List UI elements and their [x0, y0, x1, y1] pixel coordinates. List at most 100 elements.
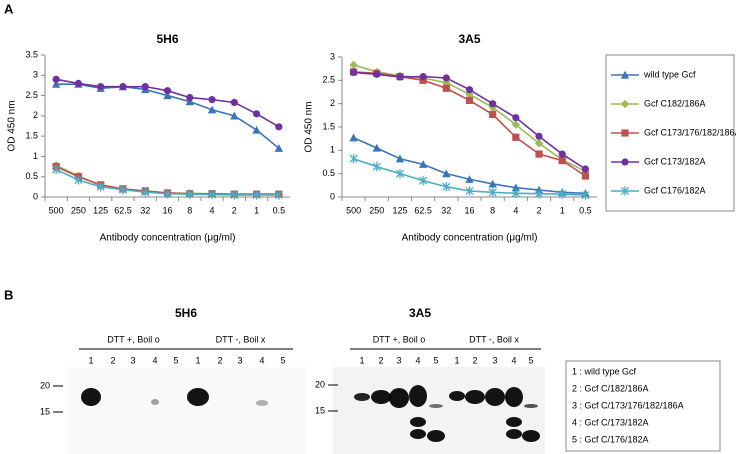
data-point — [185, 97, 194, 106]
data-point — [252, 125, 261, 134]
mw-marker: 20 — [315, 379, 325, 389]
blot-band — [256, 400, 268, 406]
legend-label: Gcf C176/182A — [644, 185, 706, 195]
lane-number: 4 — [511, 355, 516, 365]
data-point — [141, 83, 149, 91]
data-point — [185, 189, 194, 199]
x-tick-label: 500 — [346, 205, 361, 215]
y-tick-label: 3 — [33, 70, 38, 80]
data-point — [163, 91, 172, 100]
key-entry: 1 : wild type Gcf — [572, 366, 637, 376]
legend-label: Gcf C173/182A — [644, 156, 706, 166]
blot-band — [389, 388, 409, 408]
key-entry: 2 : Gcf C/182/186A — [572, 383, 649, 393]
lane-number: 1 — [88, 355, 93, 365]
legend-label: Gcf C182/186A — [644, 98, 706, 108]
data-point — [558, 189, 567, 199]
blot-band — [449, 391, 465, 401]
data-point — [581, 172, 590, 180]
data-point — [207, 189, 217, 200]
blot-band — [410, 429, 426, 439]
blot-band — [427, 430, 445, 442]
y-tick-label: 1.5 — [25, 131, 38, 141]
group-label: DTT -, Boil x — [216, 334, 266, 344]
lane-number: 5 — [433, 355, 438, 365]
legend-marker — [621, 129, 629, 137]
data-point — [52, 164, 61, 175]
lane-number: 5 — [528, 355, 533, 365]
blot-band — [354, 393, 370, 401]
data-point — [274, 190, 283, 200]
legend-marker — [620, 186, 630, 196]
data-point — [512, 114, 520, 122]
y-tick-label: 1 — [33, 151, 38, 161]
y-axis-label: OD 450 nm — [7, 100, 18, 151]
x-tick-label: 1 — [254, 205, 259, 215]
data-point — [230, 111, 239, 120]
blot-band — [371, 390, 391, 404]
data-point — [96, 182, 105, 192]
x-tick-label: 32 — [441, 205, 451, 215]
lane-number: 2 — [217, 355, 222, 365]
blot-band — [505, 387, 523, 407]
data-point — [349, 154, 358, 164]
data-point — [512, 133, 520, 141]
lane-number: 1 — [195, 355, 200, 365]
data-point — [558, 157, 566, 165]
y-tick-label: 0 — [330, 191, 335, 201]
data-point — [419, 73, 427, 81]
x-tick-label: 500 — [49, 205, 64, 215]
panel-label: B — [4, 287, 13, 302]
data-point — [74, 175, 83, 185]
blot-band — [410, 417, 426, 427]
data-point — [511, 183, 521, 192]
lane-number: 3 — [237, 355, 242, 365]
data-point — [535, 150, 543, 158]
x-tick-label: 16 — [162, 205, 172, 215]
lane-number: 5 — [280, 355, 285, 365]
y-tick-label: 0.5 — [25, 171, 38, 181]
data-point — [489, 100, 497, 108]
lane-number: 3 — [396, 355, 401, 365]
y-tick-label: 1.5 — [322, 121, 335, 131]
mw-marker: 20 — [40, 380, 50, 390]
legend-label: wild type Gcf — [643, 69, 696, 79]
data-point — [74, 79, 83, 87]
lane-number: 2 — [110, 355, 115, 365]
data-point — [534, 139, 544, 148]
lane-number: 4 — [259, 355, 264, 365]
data-point — [252, 190, 261, 200]
data-point — [349, 60, 358, 70]
chart-title: 3A5 — [458, 32, 480, 46]
blot-image — [65, 367, 307, 454]
x-tick-label: 4 — [210, 205, 215, 215]
data-point — [372, 162, 381, 172]
x-tick-label: 62.5 — [414, 205, 432, 215]
data-point — [275, 123, 283, 131]
data-point — [372, 143, 381, 152]
x-axis-label: Antibody concentration (μg/ml) — [100, 233, 236, 244]
legend-marker — [620, 70, 630, 79]
x-axis-label: Antibody concentration (μg/ml) — [402, 233, 538, 244]
x-tick-label: 0.5 — [273, 205, 286, 215]
group-label: DTT +, Boil o — [107, 334, 160, 344]
x-tick-label: 62.5 — [114, 205, 132, 215]
data-point — [535, 132, 543, 140]
data-point — [465, 86, 474, 94]
group-label: DTT +, Boil o — [373, 334, 426, 344]
data-point — [442, 74, 450, 82]
chart-title: 5H6 — [156, 32, 178, 46]
data-point — [511, 188, 520, 198]
x-tick-label: 125 — [93, 205, 108, 215]
data-point — [51, 80, 61, 88]
data-point — [489, 110, 497, 118]
data-point — [465, 186, 474, 196]
key-entry: 4 : Gcf C/173/182A — [572, 417, 649, 427]
data-point — [396, 73, 404, 81]
data-point — [349, 68, 358, 76]
x-tick-label: 32 — [140, 205, 150, 215]
data-point — [349, 133, 358, 142]
x-tick-label: 4 — [513, 205, 518, 215]
x-tick-label: 16 — [464, 205, 474, 215]
